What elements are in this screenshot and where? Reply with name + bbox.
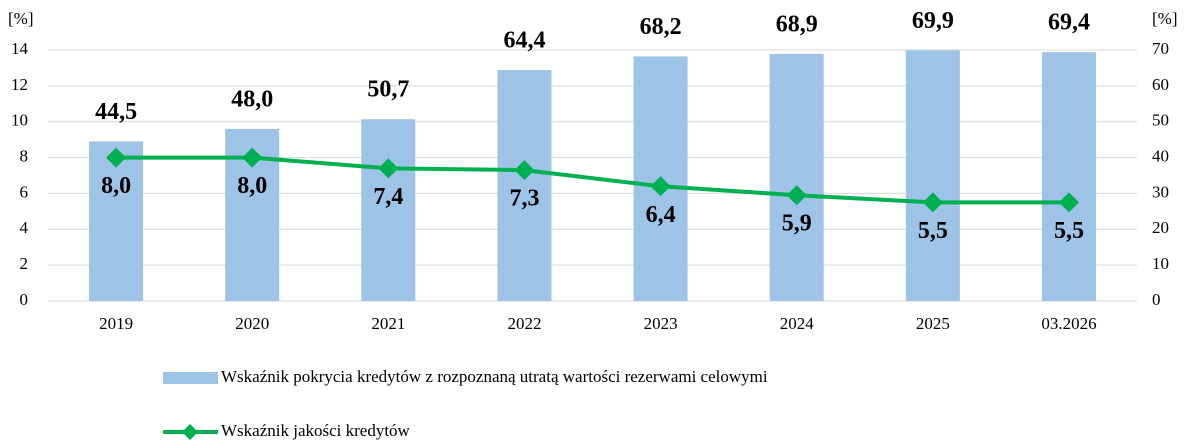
y2-tick-label: 50 xyxy=(1152,111,1169,130)
line-value-label: 8,0 xyxy=(237,173,267,199)
line-value-label: 5,9 xyxy=(782,211,812,237)
line-value-label: 7,3 xyxy=(509,186,539,212)
bar-value-label: 69,9 xyxy=(912,8,954,34)
line-marker xyxy=(242,147,263,168)
line-marker xyxy=(922,192,943,213)
legend-label: Wskaźnik pokrycia kredytów z rozpoznaną … xyxy=(221,367,768,386)
legend-swatch xyxy=(163,372,218,384)
bar xyxy=(1041,52,1096,301)
x-tick-label: 2023 xyxy=(644,314,678,333)
bar-value-label: 44,5 xyxy=(95,99,137,125)
bar-value-label: 50,7 xyxy=(367,77,409,103)
y2-tick-label: 10 xyxy=(1152,254,1169,273)
bar xyxy=(361,119,416,301)
x-tick-label: 2019 xyxy=(99,314,133,333)
y-tick-label: 10 xyxy=(11,111,28,130)
y-axis-label: [%] xyxy=(8,9,33,28)
x-tick-label: 2021 xyxy=(371,314,405,333)
y-tick-label: 4 xyxy=(20,218,29,237)
y-tick-label: 8 xyxy=(20,146,29,165)
line-marker xyxy=(1058,192,1079,213)
x-tick-label: 2024 xyxy=(780,314,815,333)
line-value-label: 8,0 xyxy=(101,173,131,199)
y2-tick-label: 40 xyxy=(1152,146,1169,165)
line-marker xyxy=(650,176,671,197)
line xyxy=(116,155,1069,205)
bar xyxy=(769,53,824,301)
y-tick-label: 12 xyxy=(11,75,28,94)
y2-axis-label: [%] xyxy=(1152,9,1177,28)
line-marker xyxy=(786,185,807,206)
y2-tick-label: 20 xyxy=(1152,218,1169,237)
bar xyxy=(905,50,960,302)
line-value-label: 6,4 xyxy=(646,202,676,228)
line-value-label: 5,5 xyxy=(918,218,948,244)
y2-tick-label: 0 xyxy=(1152,290,1161,309)
line-value-label: 7,4 xyxy=(373,184,403,210)
line-marker xyxy=(378,158,399,179)
y-tick-label: 2 xyxy=(20,254,29,273)
line-marker xyxy=(514,160,535,181)
y-tick-label: 6 xyxy=(20,182,29,201)
legend-label: Wskaźnik jakości kredytów xyxy=(221,421,411,440)
bar-value-label: 69,4 xyxy=(1048,10,1090,36)
bar xyxy=(89,141,144,301)
bar-value-label: 68,9 xyxy=(776,11,818,37)
x-tick-label: 2020 xyxy=(235,314,269,333)
line-marker xyxy=(106,147,127,168)
bar xyxy=(497,70,552,301)
y2-tick-label: 70 xyxy=(1152,39,1169,58)
x-tick-label: 03.2026 xyxy=(1041,314,1096,333)
y-tick-label: 0 xyxy=(20,290,29,309)
y2-tick-label: 30 xyxy=(1152,182,1169,201)
y-tick-label: 14 xyxy=(11,39,29,58)
x-tick-label: 2025 xyxy=(916,314,950,333)
bar-value-label: 68,2 xyxy=(640,14,682,40)
legend-marker xyxy=(182,424,198,440)
bar-value-label: 48,0 xyxy=(231,86,273,112)
y2-tick-label: 60 xyxy=(1152,75,1169,94)
bar-value-label: 64,4 xyxy=(503,28,545,54)
line-value-label: 5,5 xyxy=(1054,218,1084,244)
x-tick-label: 2022 xyxy=(507,314,541,333)
